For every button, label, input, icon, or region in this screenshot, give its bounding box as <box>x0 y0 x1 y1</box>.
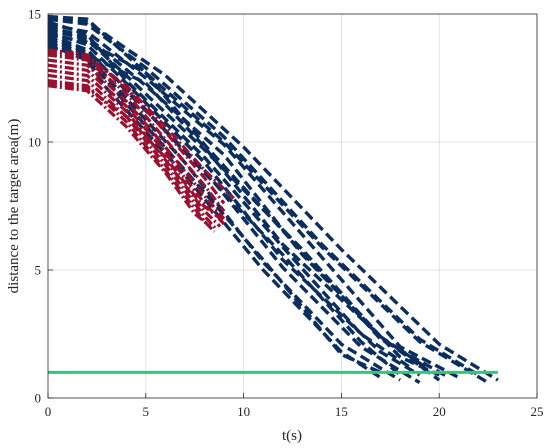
x-tick-label: 5 <box>143 404 150 419</box>
y-tick-label: 0 <box>35 391 42 406</box>
blue-trajectory-line <box>47 17 480 377</box>
blue-trajectory-line <box>47 20 411 369</box>
red-trajectory-line <box>47 73 218 231</box>
y-tick-label: 5 <box>35 263 42 278</box>
y-tick-label: 10 <box>28 135 41 150</box>
blue-trajectory-line <box>47 30 421 377</box>
x-tick-label: 25 <box>531 404 544 419</box>
red-trajectory-line <box>47 81 225 223</box>
y-tick-label: 15 <box>28 7 41 22</box>
blue-trajectory-line <box>47 14 499 382</box>
series-group <box>47 14 499 385</box>
blue-trajectory-line <box>47 32 421 385</box>
red-trajectory-line <box>47 79 216 233</box>
blue-trajectory-line <box>47 14 489 385</box>
y-axis-label: distance to the target area(m) <box>6 119 22 294</box>
blue-trajectory-line <box>47 22 460 380</box>
x-tick-label: 10 <box>237 404 250 419</box>
x-tick-label: 20 <box>433 404 446 419</box>
red-trajectory-line <box>47 53 226 213</box>
x-tick-label: 0 <box>45 404 52 419</box>
red-trajectory-line <box>47 84 212 228</box>
x-axis-label: t(s) <box>282 428 302 444</box>
blue-trajectory-line <box>47 38 401 382</box>
red-trajectory-line <box>47 63 226 226</box>
red-trajectory-line <box>47 48 226 205</box>
red-trajectory-line <box>47 58 226 220</box>
blue-trajectory-line <box>47 43 382 379</box>
plot-frame <box>47 13 538 399</box>
blue-trajectory-line <box>47 25 440 377</box>
x-tick-label: 15 <box>335 404 348 419</box>
red-trajectory-line <box>47 50 235 200</box>
axis-ticks: 0 5 10 15 20 25 0 5 10 15 <box>28 7 544 420</box>
blue-trajectory-line <box>47 35 402 377</box>
